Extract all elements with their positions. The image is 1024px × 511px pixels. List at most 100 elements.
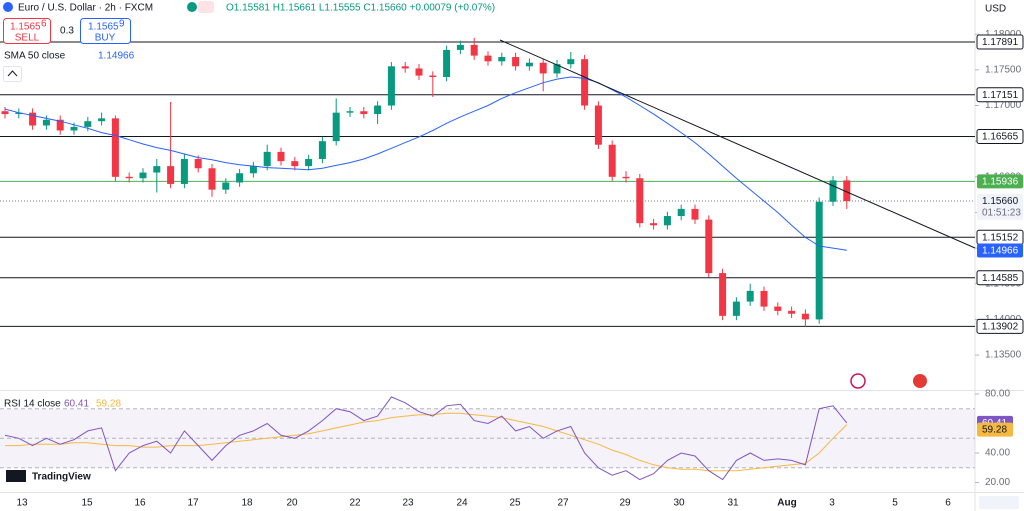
x-tick-label: 25 — [509, 498, 521, 509]
candle-body — [512, 57, 520, 67]
candle-body — [443, 49, 451, 78]
candle-body — [567, 59, 575, 65]
candle-body — [663, 216, 671, 226]
candle-body — [222, 182, 230, 190]
candle-body — [829, 180, 837, 202]
candle-body — [139, 172, 147, 179]
x-tick-label: Aug — [777, 498, 796, 509]
x-tick-label: 20 — [286, 498, 298, 509]
level-label-box — [976, 270, 1024, 286]
collapse-button[interactable] — [3, 66, 22, 82]
candle-body — [318, 141, 326, 159]
candle-body — [153, 166, 161, 173]
candle-body — [498, 57, 506, 62]
settings-box[interactable] — [979, 496, 1019, 509]
candle-body — [387, 66, 395, 106]
event-icon[interactable] — [850, 373, 866, 389]
x-tick-label: 13 — [16, 498, 28, 509]
level-label: 1.17151 — [982, 90, 1019, 101]
buy-button[interactable] — [80, 18, 131, 44]
x-tick-label: 3 — [829, 498, 835, 509]
candle-body — [581, 59, 589, 106]
sma-label-box — [977, 243, 1023, 258]
flag-icon[interactable] — [913, 374, 927, 388]
candle-body — [774, 306, 782, 311]
candle-body — [180, 158, 188, 184]
candle-body — [263, 151, 271, 167]
sma-line — [4, 76, 847, 251]
x-tick-label: 22 — [349, 498, 361, 509]
alert-label: 1.15936 — [982, 177, 1019, 188]
status-dot — [187, 2, 197, 12]
level-label: 1.16565 — [982, 132, 1019, 143]
spread: 0.3 — [60, 26, 74, 37]
candle-body — [760, 290, 768, 307]
logo-mark — [6, 470, 26, 482]
level-label: 1.17891 — [982, 37, 1019, 48]
candle-body — [843, 180, 851, 202]
candle-body — [788, 310, 796, 314]
y-tick-label: 1.18000 — [985, 29, 1022, 40]
x-tick-label: 30 — [673, 498, 685, 509]
level-label: 1.13902 — [982, 322, 1019, 333]
candle-body — [470, 44, 478, 56]
buy-label: BUY — [95, 33, 116, 44]
symbol: Euro / U.S. Dollar · 2h · FXCM — [18, 3, 153, 14]
buy-price: 1.1565 — [88, 22, 119, 33]
candle-body — [29, 112, 37, 126]
candle-body — [815, 201, 823, 320]
candle-body — [525, 62, 533, 67]
candle-body — [374, 105, 382, 115]
rsi-ma-legend-value: 59.28 — [96, 399, 121, 410]
level-label-box — [976, 87, 1024, 103]
sell-price: 1.1565 — [10, 22, 41, 33]
candle-body — [732, 301, 740, 316]
sma-legend: SMA 50 close — [4, 51, 66, 62]
x-tick-label: 29 — [619, 498, 631, 509]
level-label: 1.15152 — [982, 232, 1019, 243]
countdown: 01:51:23 — [982, 208, 1021, 219]
candle-body — [746, 290, 754, 302]
candle-body — [111, 118, 119, 177]
last-price-box — [977, 194, 1023, 221]
rsi-legend: RSI 14 close — [4, 399, 61, 410]
candle-body — [84, 121, 92, 127]
symbol-icon — [3, 2, 13, 12]
rsi-legend-value: 60.41 — [64, 399, 89, 410]
candle-body — [622, 176, 630, 179]
candle-body — [429, 75, 437, 78]
sell-label: SELL — [15, 33, 40, 44]
collapse-icon — [7, 70, 18, 77]
rsi-ma-value: 59.28 — [982, 425, 1007, 436]
candle-body — [719, 273, 727, 316]
level-label: 1.14585 — [982, 273, 1019, 284]
candle-body — [401, 66, 409, 69]
candle-body — [415, 68, 423, 76]
candle-body — [98, 118, 106, 122]
candle-body — [553, 64, 561, 74]
sell-button[interactable] — [3, 18, 51, 44]
ohlc: O1.15581 H1.15661 L1.15555 C1.15660 +0.0… — [226, 3, 495, 14]
rsi-ma-box — [977, 422, 1013, 437]
last-price-label: 1.15660 — [982, 196, 1019, 207]
candle-body — [249, 166, 257, 174]
candle-body — [194, 158, 202, 169]
alert-label-box — [977, 174, 1023, 189]
x-tick-label: 24 — [456, 498, 468, 509]
x-tick-label: 6 — [945, 498, 951, 509]
rsi-line — [4, 396, 848, 481]
candle-body — [360, 111, 368, 115]
candle-body — [594, 105, 602, 145]
sma-label: 1.14966 — [982, 246, 1019, 257]
candle-body — [305, 158, 313, 167]
x-tick-label: 5 — [892, 498, 898, 509]
candle-body — [125, 176, 133, 179]
candle-body — [456, 44, 464, 50]
sell-price-sup: 6 — [41, 19, 47, 30]
candle-body — [15, 112, 23, 115]
x-tick-label: 18 — [241, 498, 253, 509]
candle-body — [291, 161, 299, 167]
candle-body — [484, 55, 492, 62]
currency: USD — [985, 4, 1006, 15]
